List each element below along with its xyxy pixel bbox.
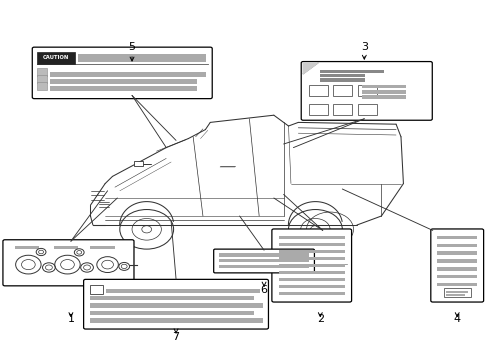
- Bar: [78, 54, 206, 62]
- Bar: [90, 285, 102, 294]
- FancyBboxPatch shape: [301, 62, 431, 120]
- Bar: [278, 236, 344, 239]
- Bar: [278, 243, 344, 246]
- Bar: [436, 251, 476, 255]
- FancyBboxPatch shape: [32, 47, 212, 99]
- Bar: [37, 75, 47, 83]
- Bar: [106, 289, 260, 293]
- Bar: [357, 85, 376, 96]
- Bar: [219, 253, 308, 257]
- Bar: [308, 85, 327, 96]
- Bar: [37, 68, 47, 76]
- Bar: [357, 104, 376, 115]
- Bar: [37, 82, 47, 90]
- Bar: [445, 291, 467, 293]
- Text: 2: 2: [316, 314, 323, 324]
- Polygon shape: [303, 63, 317, 74]
- Bar: [278, 250, 344, 253]
- Bar: [54, 246, 78, 249]
- Text: CAUTION: CAUTION: [42, 55, 69, 60]
- Text: 4: 4: [453, 314, 460, 324]
- Bar: [320, 78, 364, 82]
- Bar: [445, 294, 465, 296]
- Bar: [219, 265, 308, 268]
- Bar: [278, 285, 344, 288]
- Bar: [443, 288, 469, 297]
- Bar: [15, 246, 39, 249]
- Bar: [50, 79, 196, 84]
- Bar: [361, 95, 405, 99]
- Bar: [90, 246, 115, 249]
- Bar: [90, 303, 262, 308]
- FancyBboxPatch shape: [430, 229, 483, 302]
- Bar: [50, 86, 196, 91]
- Bar: [278, 257, 344, 260]
- FancyBboxPatch shape: [3, 240, 134, 286]
- Text: 5: 5: [128, 42, 135, 52]
- FancyBboxPatch shape: [271, 229, 351, 302]
- Bar: [361, 85, 405, 88]
- Bar: [436, 267, 476, 271]
- Bar: [436, 259, 476, 263]
- Bar: [219, 259, 308, 262]
- Bar: [90, 311, 254, 315]
- Bar: [436, 244, 476, 247]
- Bar: [90, 296, 254, 300]
- Bar: [278, 271, 344, 274]
- Bar: [90, 318, 262, 323]
- Text: 3: 3: [360, 42, 367, 52]
- Bar: [320, 74, 364, 77]
- Bar: [436, 283, 476, 286]
- Bar: [333, 85, 351, 96]
- Bar: [436, 275, 476, 278]
- Text: 1: 1: [67, 314, 74, 324]
- Bar: [134, 161, 143, 166]
- Bar: [361, 90, 405, 94]
- Bar: [278, 264, 344, 267]
- Bar: [333, 104, 351, 115]
- Bar: [436, 236, 476, 239]
- Bar: [320, 70, 383, 73]
- Text: 6: 6: [260, 285, 267, 295]
- Bar: [278, 278, 344, 281]
- Bar: [37, 52, 75, 64]
- FancyBboxPatch shape: [83, 279, 268, 329]
- Bar: [308, 104, 327, 115]
- Bar: [278, 292, 344, 295]
- Bar: [50, 72, 206, 77]
- Text: 7: 7: [172, 332, 179, 342]
- FancyBboxPatch shape: [213, 249, 314, 273]
